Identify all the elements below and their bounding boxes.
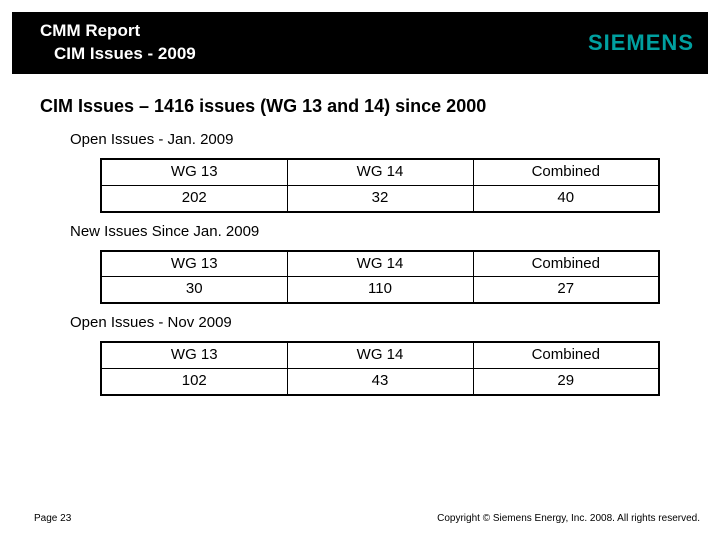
- col-header: WG 14: [287, 251, 473, 277]
- section-open-jan: Open Issues - Jan. 2009 WG 13 WG 14 Comb…: [40, 131, 680, 213]
- table-row: 202 32 40: [101, 185, 659, 211]
- cell-value: 202: [101, 185, 287, 211]
- section-heading: Open Issues - Nov 2009: [70, 314, 680, 331]
- slide-title: CMM Report CIM Issues - 2009: [40, 20, 196, 66]
- col-header: WG 13: [101, 342, 287, 368]
- table-row: WG 13 WG 14 Combined: [101, 159, 659, 185]
- col-header: Combined: [473, 342, 659, 368]
- table-new-since-jan: WG 13 WG 14 Combined 30 110 27: [100, 250, 660, 305]
- section-new-since-jan: New Issues Since Jan. 2009 WG 13 WG 14 C…: [40, 223, 680, 305]
- col-header: WG 13: [101, 159, 287, 185]
- section-heading: New Issues Since Jan. 2009: [70, 223, 680, 240]
- col-header: Combined: [473, 251, 659, 277]
- col-header: WG 13: [101, 251, 287, 277]
- footer: Page 23 Copyright © Siemens Energy, Inc.…: [34, 513, 700, 524]
- cell-value: 102: [101, 368, 287, 394]
- table-row: 30 110 27: [101, 277, 659, 303]
- col-header: WG 14: [287, 159, 473, 185]
- cell-value: 110: [287, 277, 473, 303]
- cell-value: 29: [473, 368, 659, 394]
- col-header: Combined: [473, 159, 659, 185]
- col-header: WG 14: [287, 342, 473, 368]
- main-heading: CIM Issues – 1416 issues (WG 13 and 14) …: [40, 96, 680, 117]
- title-line-1: CMM Report: [40, 20, 196, 43]
- slide: CMM Report CIM Issues - 2009 SIEMENS CIM…: [0, 0, 720, 540]
- content-area: CIM Issues – 1416 issues (WG 13 and 14) …: [40, 96, 680, 406]
- copyright-text: Copyright © Siemens Energy, Inc. 2008. A…: [437, 513, 700, 524]
- section-open-nov: Open Issues - Nov 2009 WG 13 WG 14 Combi…: [40, 314, 680, 396]
- table-row: WG 13 WG 14 Combined: [101, 342, 659, 368]
- siemens-logo: SIEMENS: [588, 30, 694, 56]
- section-heading: Open Issues - Jan. 2009: [70, 131, 680, 148]
- cell-value: 30: [101, 277, 287, 303]
- page-number: Page 23: [34, 513, 71, 524]
- cell-value: 40: [473, 185, 659, 211]
- table-open-jan: WG 13 WG 14 Combined 202 32 40: [100, 158, 660, 213]
- cell-value: 32: [287, 185, 473, 211]
- cell-value: 43: [287, 368, 473, 394]
- cell-value: 27: [473, 277, 659, 303]
- table-row: 102 43 29: [101, 368, 659, 394]
- header-bar: CMM Report CIM Issues - 2009 SIEMENS: [12, 12, 708, 74]
- table-row: WG 13 WG 14 Combined: [101, 251, 659, 277]
- table-open-nov: WG 13 WG 14 Combined 102 43 29: [100, 341, 660, 396]
- title-line-2: CIM Issues - 2009: [40, 43, 196, 66]
